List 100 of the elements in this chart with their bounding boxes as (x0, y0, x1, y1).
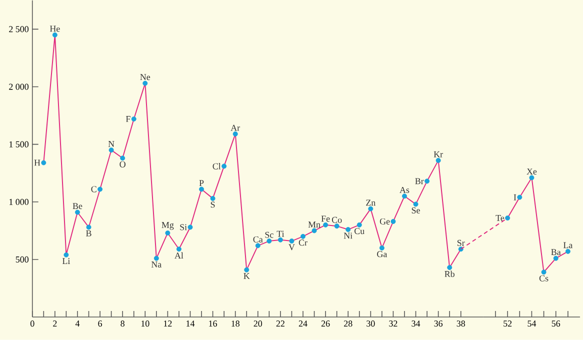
annotation: Sc (265, 232, 274, 238)
point (232, 132, 238, 136)
annotation: C (91, 186, 96, 192)
point (86, 224, 92, 230)
annotation: Xe (526, 168, 537, 175)
point (120, 156, 126, 161)
annotation: Cl (212, 163, 221, 170)
annotation: La (563, 242, 573, 248)
x-tick-label: 30 (366, 320, 375, 327)
y-tick-label: 500 (16, 256, 29, 263)
point (300, 234, 306, 239)
annotation: Mg (162, 222, 174, 230)
annotation: Te (496, 215, 504, 222)
annotation: Br (415, 178, 424, 184)
point (447, 265, 452, 270)
annotation: Sr (457, 240, 465, 246)
y-tick-label: 2 500 (9, 26, 29, 32)
annotation: S (210, 202, 215, 208)
point (266, 238, 272, 244)
annotation: O (120, 161, 126, 168)
y-tick-label: 2 000 (9, 84, 29, 90)
point (278, 237, 283, 242)
annotation: Ar (230, 124, 240, 131)
point (356, 222, 362, 228)
point (64, 252, 69, 258)
annotation: Kr (434, 151, 443, 158)
point (413, 202, 418, 207)
annotation: Li (62, 258, 70, 264)
annotation: Se (412, 207, 420, 214)
annotation: Be (72, 203, 82, 210)
annotation: N (108, 141, 114, 147)
x-tick-label: 10 (141, 320, 150, 327)
annotation: Ca (253, 236, 263, 242)
point (390, 219, 396, 224)
x-tick-label: 14 (186, 320, 195, 326)
point (131, 116, 136, 122)
point (244, 267, 250, 272)
annotation: V (288, 244, 295, 250)
annotation: Na (151, 262, 162, 268)
point (368, 206, 374, 212)
point (165, 230, 170, 236)
point (541, 270, 546, 275)
point (255, 243, 260, 248)
x-tick-label: 0 (30, 320, 34, 327)
annotation: Ga (377, 251, 388, 258)
annotation: B (86, 230, 92, 236)
point (334, 224, 340, 229)
point (154, 256, 159, 261)
x-tick-label: 36 (434, 320, 443, 327)
x-tick-label: 22 (276, 320, 284, 327)
annotation: K (244, 273, 250, 279)
annotation: Al (174, 252, 184, 259)
annotation: Si (180, 224, 187, 230)
annotation: Ne (140, 74, 150, 80)
point (199, 186, 204, 192)
x-tick-label: 24 (298, 320, 308, 327)
x-tick-label: 52 (504, 320, 512, 327)
point (142, 80, 148, 86)
annotation: Zn (366, 200, 376, 206)
annotation: I (514, 194, 516, 200)
x-tick-label: 28 (344, 320, 352, 327)
annotation: Fe (321, 216, 330, 222)
point (188, 224, 193, 230)
annotation: Mn (308, 222, 320, 228)
point (565, 248, 570, 254)
annotation: Cr (298, 240, 308, 246)
point (346, 227, 351, 232)
y-tick-label: 1 500 (9, 141, 29, 148)
point (289, 238, 294, 244)
annotation: As (400, 186, 410, 193)
point (505, 216, 510, 221)
annotation: Cu (354, 228, 364, 234)
x-tick-label: 6 (98, 320, 102, 327)
x-tick-label: 32 (389, 320, 398, 327)
point (402, 194, 407, 199)
x-tick-label: 4 (75, 320, 80, 326)
x-tick-label: 8 (120, 320, 124, 327)
y-tick-label: 1 000 (9, 198, 29, 205)
annotation: H (34, 160, 40, 166)
annotation: He (50, 26, 60, 32)
annotation: F (126, 116, 130, 122)
point (222, 164, 227, 169)
annotation: Cs (539, 275, 548, 282)
point (529, 175, 534, 180)
annotation: Co (332, 216, 342, 223)
point (323, 222, 328, 228)
point (41, 160, 46, 166)
x-tick-label: 54 (528, 320, 536, 327)
x-tick-label: 18 (232, 320, 240, 327)
annotation: Ba (551, 249, 561, 256)
annotation: Ti (276, 230, 284, 237)
point (312, 228, 317, 234)
x-tick-label: 34 (412, 320, 420, 327)
x-tick-label: 2 (53, 320, 57, 327)
point (517, 194, 522, 200)
point (553, 256, 558, 261)
x-tick-label: 56 (552, 320, 560, 327)
x-tick-label: 26 (321, 320, 330, 327)
point (98, 186, 103, 192)
point (379, 245, 384, 250)
